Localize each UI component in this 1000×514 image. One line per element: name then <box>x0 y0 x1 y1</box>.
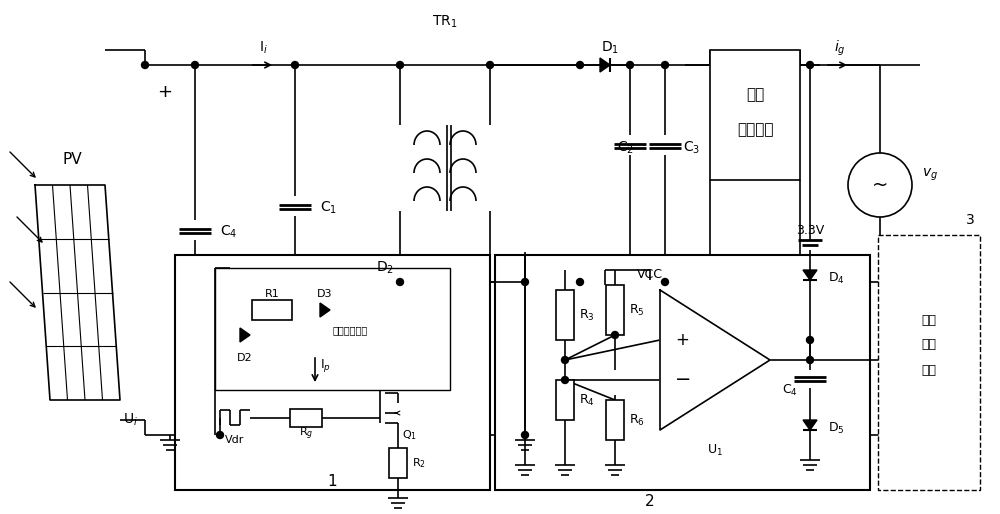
Text: 逆变: 逆变 <box>746 87 764 102</box>
Text: +: + <box>675 331 689 349</box>
Text: C$_4$: C$_4$ <box>220 224 237 240</box>
Circle shape <box>562 376 568 383</box>
Bar <box>252 300 292 320</box>
Text: 倒相电路: 倒相电路 <box>737 122 773 138</box>
Text: Vdr: Vdr <box>225 435 245 445</box>
Text: 2: 2 <box>645 494 655 509</box>
Polygon shape <box>240 328 250 342</box>
Text: $i_g$: $i_g$ <box>834 39 846 58</box>
Bar <box>606 400 624 440</box>
Circle shape <box>612 332 618 339</box>
Text: 控制: 控制 <box>922 339 936 352</box>
Text: 1: 1 <box>327 474 337 489</box>
Bar <box>878 235 980 490</box>
Bar <box>495 255 870 490</box>
Text: VCC: VCC <box>637 268 663 282</box>
Text: D$_2$: D$_2$ <box>376 260 394 276</box>
Text: TR$_1$: TR$_1$ <box>432 14 458 30</box>
Circle shape <box>626 62 634 68</box>
Text: D$_1$: D$_1$ <box>601 40 619 56</box>
Bar <box>290 409 322 427</box>
Circle shape <box>562 357 568 363</box>
Circle shape <box>522 431 528 438</box>
Circle shape <box>576 279 584 285</box>
Polygon shape <box>600 58 610 72</box>
Text: U$_i$: U$_i$ <box>123 412 137 428</box>
Text: R$_g$: R$_g$ <box>299 426 313 442</box>
Bar <box>710 50 800 180</box>
Text: D3: D3 <box>317 289 333 299</box>
Text: R$_3$: R$_3$ <box>579 307 595 323</box>
Text: C$_3$: C$_3$ <box>683 140 700 156</box>
Circle shape <box>662 62 668 68</box>
Bar <box>556 380 574 420</box>
Polygon shape <box>660 290 770 430</box>
Text: Q$_1$: Q$_1$ <box>402 428 417 442</box>
Text: R$_5$: R$_5$ <box>629 302 645 318</box>
Text: +: + <box>158 83 173 101</box>
Circle shape <box>396 279 404 285</box>
Circle shape <box>662 279 668 285</box>
Bar <box>606 285 624 335</box>
Text: 电流采样信号: 电流采样信号 <box>332 325 368 335</box>
Text: C$_2$: C$_2$ <box>617 140 634 156</box>
Text: 芯片: 芯片 <box>922 363 936 376</box>
Bar <box>389 448 407 478</box>
Text: R$_4$: R$_4$ <box>579 393 595 408</box>
Text: 数字: 数字 <box>922 314 936 326</box>
Circle shape <box>806 62 814 68</box>
Circle shape <box>292 62 298 68</box>
Text: ~: ~ <box>872 175 888 194</box>
Text: 3: 3 <box>966 213 974 227</box>
Circle shape <box>216 431 224 438</box>
Text: D$_4$: D$_4$ <box>828 270 845 286</box>
Text: I$_p$: I$_p$ <box>320 357 331 374</box>
Text: R$_2$: R$_2$ <box>412 456 426 470</box>
Bar <box>175 255 490 490</box>
Circle shape <box>192 62 198 68</box>
Circle shape <box>576 62 584 68</box>
Bar <box>556 290 574 340</box>
Circle shape <box>142 62 148 68</box>
Circle shape <box>806 337 814 343</box>
Text: D$_5$: D$_5$ <box>828 420 845 435</box>
Text: PV: PV <box>62 153 82 168</box>
Circle shape <box>486 62 494 68</box>
Polygon shape <box>803 270 817 280</box>
Text: −: − <box>675 371 691 390</box>
Bar <box>215 268 450 390</box>
Circle shape <box>396 62 404 68</box>
Text: C$_1$: C$_1$ <box>320 200 337 216</box>
Text: R1: R1 <box>265 289 279 299</box>
Text: U$_1$: U$_1$ <box>707 443 723 457</box>
Text: C$_4$: C$_4$ <box>782 382 798 397</box>
Polygon shape <box>320 303 330 317</box>
Text: 3.3V: 3.3V <box>796 224 824 236</box>
Circle shape <box>522 279 528 285</box>
Polygon shape <box>803 420 817 430</box>
Text: $v_g$: $v_g$ <box>922 167 938 183</box>
Text: I$_i$: I$_i$ <box>259 40 267 56</box>
Polygon shape <box>35 185 120 400</box>
Text: D2: D2 <box>237 353 253 363</box>
Circle shape <box>806 357 814 363</box>
Text: R$_6$: R$_6$ <box>629 412 645 428</box>
